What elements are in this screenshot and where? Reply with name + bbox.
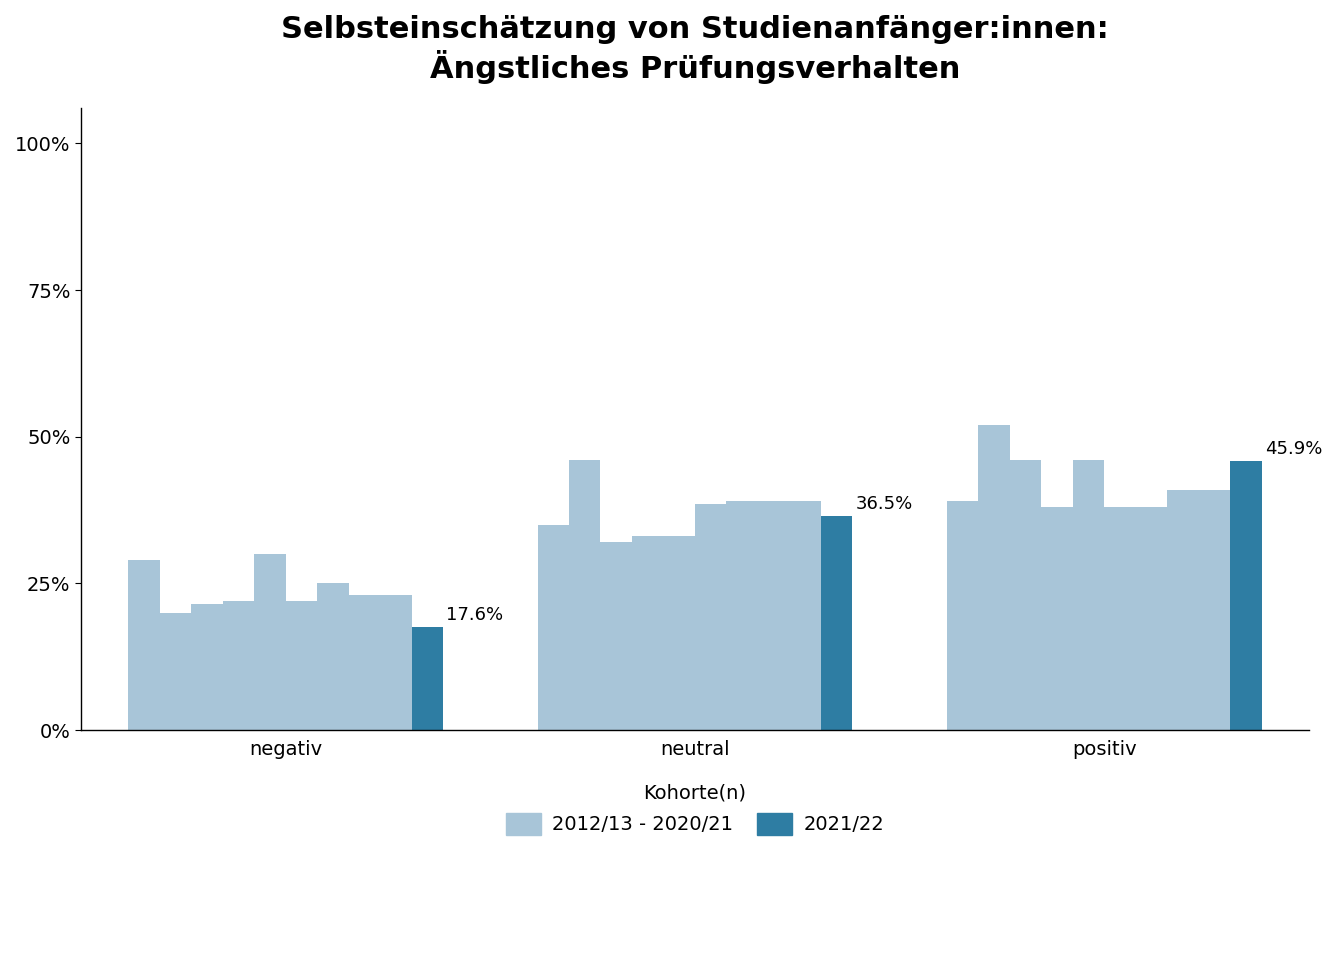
Bar xyxy=(348,595,380,731)
Text: 45.9%: 45.9% xyxy=(1265,440,1322,458)
Bar xyxy=(1105,507,1136,731)
Bar xyxy=(569,460,601,731)
Text: 36.5%: 36.5% xyxy=(856,495,913,513)
Bar xyxy=(1042,507,1073,731)
Bar xyxy=(160,612,191,731)
Bar xyxy=(317,584,348,731)
Bar xyxy=(1136,507,1168,731)
Title: Selbsteinschätzung von Studienanfänger:innen:
Ängstliches Prüfungsverhalten: Selbsteinschätzung von Studienanfänger:i… xyxy=(281,15,1109,84)
Bar xyxy=(1073,460,1105,731)
Bar xyxy=(821,516,852,731)
Bar xyxy=(223,601,254,731)
Bar xyxy=(411,627,444,731)
Bar xyxy=(128,560,160,731)
Bar xyxy=(1230,461,1262,731)
Bar xyxy=(285,601,317,731)
Bar xyxy=(664,537,695,731)
Bar xyxy=(538,525,569,731)
Text: 17.6%: 17.6% xyxy=(446,606,503,624)
Bar xyxy=(758,501,789,731)
Bar xyxy=(1168,490,1199,731)
Bar xyxy=(601,542,632,731)
Bar xyxy=(254,554,285,731)
Bar xyxy=(789,501,821,731)
Bar xyxy=(632,537,664,731)
Bar xyxy=(978,425,1009,731)
Bar xyxy=(1199,490,1230,731)
Bar xyxy=(695,504,727,731)
Bar xyxy=(1009,460,1042,731)
Legend: 2012/13 - 2020/21, 2021/22: 2012/13 - 2020/21, 2021/22 xyxy=(496,774,894,845)
Bar xyxy=(380,595,411,731)
Bar xyxy=(948,501,978,731)
Bar xyxy=(727,501,758,731)
Bar xyxy=(191,604,223,731)
